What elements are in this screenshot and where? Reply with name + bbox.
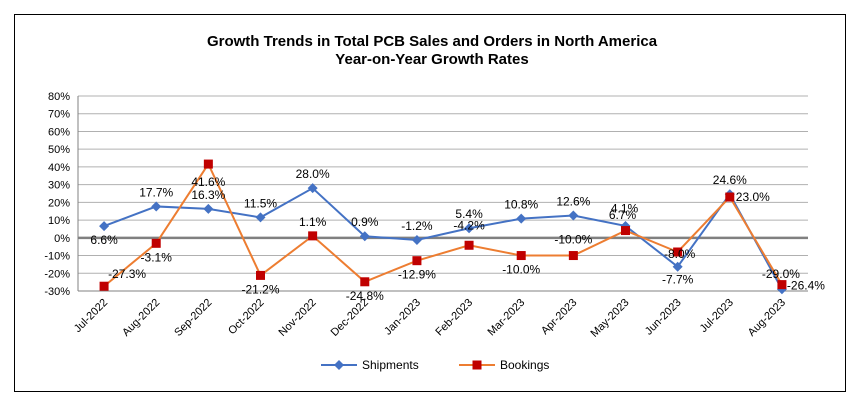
shipments-point xyxy=(99,221,110,232)
bookings-point xyxy=(412,256,422,266)
y-tick-label: 60% xyxy=(48,126,70,138)
bookings-point xyxy=(777,280,787,290)
bookings-data-label: -3.1% xyxy=(141,250,173,264)
bookings-point xyxy=(99,281,109,291)
bookings-data-label: -21.2% xyxy=(241,282,279,296)
shipments-data-label: -7.7% xyxy=(662,273,694,287)
shipments-point xyxy=(672,261,683,272)
bookings-point xyxy=(464,240,474,250)
shipments-data-label: 0.9% xyxy=(351,215,379,229)
bookings-data-label: -24.8% xyxy=(346,289,384,303)
shipments-data-label: 12.6% xyxy=(556,194,590,208)
x-tick-label: Jun-2023 xyxy=(643,297,684,338)
bookings-data-label: 4.1% xyxy=(611,202,639,216)
legend-bookings-label: Bookings xyxy=(500,358,549,372)
series-line-shipments xyxy=(103,186,783,290)
x-tick-label: Jul-2023 xyxy=(698,297,736,335)
shipments-point xyxy=(464,223,475,234)
bookings-data-label: 41.6% xyxy=(191,175,225,189)
y-tick-label: -20% xyxy=(44,268,70,280)
y-tick-label: 20% xyxy=(48,197,70,209)
chart-frame xyxy=(14,14,846,392)
bookings-point xyxy=(151,238,161,248)
shipments-data-label: -29.0% xyxy=(762,267,800,281)
x-tick-label: Aug-2023 xyxy=(746,297,788,339)
shipments-data-label: 16.3% xyxy=(191,188,225,202)
shipments-point xyxy=(151,201,162,212)
shipments-point xyxy=(411,234,422,245)
shipments-point xyxy=(568,210,579,221)
x-tick-label: May-2023 xyxy=(589,297,632,340)
y-tick-label: 10% xyxy=(48,215,70,227)
bookings-point xyxy=(725,192,735,202)
y-tick-label: 0% xyxy=(54,233,70,245)
x-tick-label: Jul-2022 xyxy=(72,297,110,335)
shipments-point xyxy=(255,212,266,223)
shipments-point xyxy=(307,183,318,194)
bookings-point xyxy=(308,231,318,241)
legend-bookings-marker xyxy=(472,360,482,370)
bookings-data-label: -27.3% xyxy=(108,267,146,281)
bookings-point xyxy=(621,226,630,236)
bookings-data-label: 1.1% xyxy=(299,215,327,229)
bookings-data-label: -4.2% xyxy=(453,218,485,232)
y-tick-label: 70% xyxy=(48,109,70,121)
shipments-data-label: 10.8% xyxy=(504,198,538,212)
y-tick-label: -30% xyxy=(44,286,70,298)
shipments-point xyxy=(516,213,527,224)
legend-shipments-marker xyxy=(334,360,344,370)
x-tick-label: Nov-2022 xyxy=(277,297,319,339)
x-tick-label: Jan-2023 xyxy=(382,297,423,338)
shipments-point xyxy=(359,231,370,242)
shipments-data-label: 17.7% xyxy=(139,185,173,199)
series-line-bookings xyxy=(103,162,783,287)
x-tick-label: Sep-2022 xyxy=(172,297,214,339)
shipments-data-label: 5.4% xyxy=(455,207,483,221)
shipments-data-label: 24.6% xyxy=(713,173,747,187)
x-tick-label: Aug-2022 xyxy=(120,297,162,339)
bookings-point xyxy=(673,247,683,257)
bookings-point xyxy=(516,251,526,261)
bookings-data-label: -10.0% xyxy=(554,233,592,247)
shipments-data-label: 11.5% xyxy=(244,196,277,210)
y-tick-label: -10% xyxy=(44,251,70,263)
legend-shipments-label: Shipments xyxy=(362,358,419,372)
bookings-data-label: -8.0% xyxy=(664,247,696,261)
x-tick-label: Dec-2022 xyxy=(329,297,371,339)
chart-subtitle: Year-on-Year Growth Rates xyxy=(335,51,529,68)
shipments-data-label: -1.2% xyxy=(401,219,433,233)
bookings-data-label: -10.0% xyxy=(502,263,540,277)
bookings-point xyxy=(568,251,578,261)
x-tick-label: Oct-2022 xyxy=(226,297,266,337)
x-tick-label: Mar-2023 xyxy=(486,297,528,339)
bookings-point xyxy=(360,277,370,287)
y-tick-label: 80% xyxy=(48,91,70,103)
y-tick-label: 40% xyxy=(48,162,70,174)
bookings-point xyxy=(256,270,265,280)
shipments-point xyxy=(203,203,214,214)
shipments-data-label: 6.6% xyxy=(90,233,118,247)
shipments-data-label: 6.7% xyxy=(609,208,637,222)
bookings-data-label: -26.4% xyxy=(787,279,825,293)
y-tick-label: 50% xyxy=(48,144,70,156)
x-tick-label: Apr-2023 xyxy=(539,297,579,337)
y-tick-label: 30% xyxy=(48,180,70,192)
bookings-data-label: -12.9% xyxy=(398,268,436,282)
bookings-data-label: 23.0% xyxy=(736,190,770,204)
shipments-data-label: 28.0% xyxy=(296,167,330,181)
chart-title: Growth Trends in Total PCB Sales and Ord… xyxy=(206,33,658,50)
x-tick-label: Feb-2023 xyxy=(433,297,475,339)
bookings-point xyxy=(203,159,213,169)
